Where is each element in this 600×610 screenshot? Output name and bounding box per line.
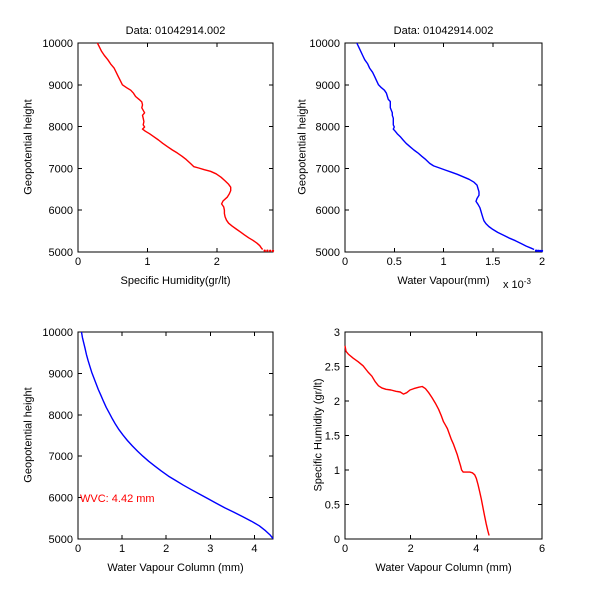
x-axis-exponent-label: x 10-3 (503, 275, 531, 292)
y-tick-label: 9000 (316, 80, 340, 92)
axes-box (77, 331, 274, 540)
y-tick-label: 7000 (49, 163, 73, 175)
curve-end-dot (266, 249, 269, 252)
x-tick-label: 0 (75, 256, 81, 268)
plot-bottom-right: 0 2 4 6 0 0.5 1 1.5 2 2.5 3 (325, 327, 545, 555)
y-tick-label: 9000 (49, 368, 73, 380)
axes-box (344, 331, 543, 540)
x-tick-label: 6 (539, 543, 545, 555)
curve-end-dot (538, 249, 542, 253)
curve-end-dot (271, 249, 275, 253)
plot-top-left: 0 1 2 5000 6000 7000 8000 9000 10000 (42, 38, 275, 268)
y-tick-label: 6000 (49, 205, 73, 217)
curve-end-dot (269, 249, 272, 252)
y-tick-label: 0 (334, 534, 340, 546)
y-tick-label: 8000 (49, 410, 73, 422)
y-tick-label: 2.5 (325, 362, 340, 374)
x-tick-label: 2 (408, 543, 414, 555)
x-tick-label: 2 (539, 256, 545, 268)
x-tick-label: 0 (342, 543, 348, 555)
axes-box (77, 42, 274, 253)
plot-title-top-left: Data: 01042914.002 (125, 25, 226, 37)
y-tick-label: 7000 (316, 163, 340, 175)
x-tick-label: 0 (342, 256, 348, 268)
y-axis-label-top-left: Geopotential height (22, 99, 35, 195)
humidity-vs-column-curve (344, 345, 490, 536)
plot-top-right: 0 0.5 1 1.5 2 5000 6000 7000 8000 9000 10000 (309, 38, 545, 268)
y-tick-label: 10000 (309, 38, 340, 50)
curve-end-dot (534, 249, 538, 252)
plot-title-top-right: Data: 01042914.002 (393, 25, 494, 37)
curve-end-dot (263, 249, 266, 252)
water-vapour-column-profile-curve (80, 331, 274, 540)
x-tick-label: 4 (251, 543, 257, 555)
y-tick-label: 8000 (316, 122, 340, 134)
x-axis-label-specific-humidity: Specific Humidity(gr/lt) (120, 275, 231, 287)
y-axis-label-bottom-left: Geopotential height (22, 387, 35, 483)
x-tick-label: 1.5 (485, 256, 500, 268)
y-tick-label: 8000 (49, 122, 73, 134)
y-axis-label-bottom-right: Specific Humidity (gr/lt) (312, 378, 325, 492)
y-tick-label: 10000 (42, 327, 73, 339)
y-tick-label: 5000 (49, 247, 73, 259)
y-tick-label: 0.5 (325, 500, 340, 512)
y-tick-label: 5000 (316, 247, 340, 259)
x-axis-label-wvc-right: Water Vapour Column (mm) (375, 562, 512, 574)
exponent-superscript: -3 (523, 277, 531, 286)
x-tick-label: 1 (144, 256, 150, 268)
x-tick-label: 3 (207, 543, 213, 555)
y-tick-label: 1 (334, 465, 340, 477)
y-tick-label: 6000 (49, 493, 73, 505)
exponent-prefix: x 10 (503, 279, 524, 291)
y-tick-label: 5000 (49, 534, 73, 546)
water-vapour-profile-curve (356, 42, 535, 251)
y-tick-label: 3 (334, 327, 340, 339)
x-tick-label: 1 (119, 543, 125, 555)
y-tick-label: 7000 (49, 451, 73, 463)
plot-bottom-left: 0 1 2 3 4 5000 6000 7000 8000 9000 10000 (42, 327, 274, 555)
x-tick-label: 1 (440, 256, 446, 268)
y-tick-label: 10000 (42, 38, 73, 50)
y-tick-label: 1.5 (325, 431, 340, 443)
y-tick-label: 2 (334, 396, 340, 408)
curve-end-dot (536, 249, 540, 252)
x-tick-label: 0 (75, 543, 81, 555)
x-tick-label: 2 (163, 543, 169, 555)
x-tick-label: 0.5 (387, 256, 402, 268)
y-tick-label: 6000 (316, 205, 340, 217)
curve-end-dot (540, 249, 544, 253)
x-tick-label: 2 (214, 256, 220, 268)
x-axis-label-water-vapour: Water Vapour(mm) (397, 275, 490, 287)
x-axis-label-wvc-left: Water Vapour Column (mm) (107, 562, 244, 574)
wvc-annotation: WVC: 4.42 mm (80, 493, 155, 505)
axes-box (344, 42, 543, 253)
specific-humidity-profile-curve (96, 42, 264, 250)
y-tick-label: 9000 (49, 80, 73, 92)
x-tick-label: 4 (473, 543, 479, 555)
y-axis-label-top-right: Geopotential height (296, 99, 309, 195)
